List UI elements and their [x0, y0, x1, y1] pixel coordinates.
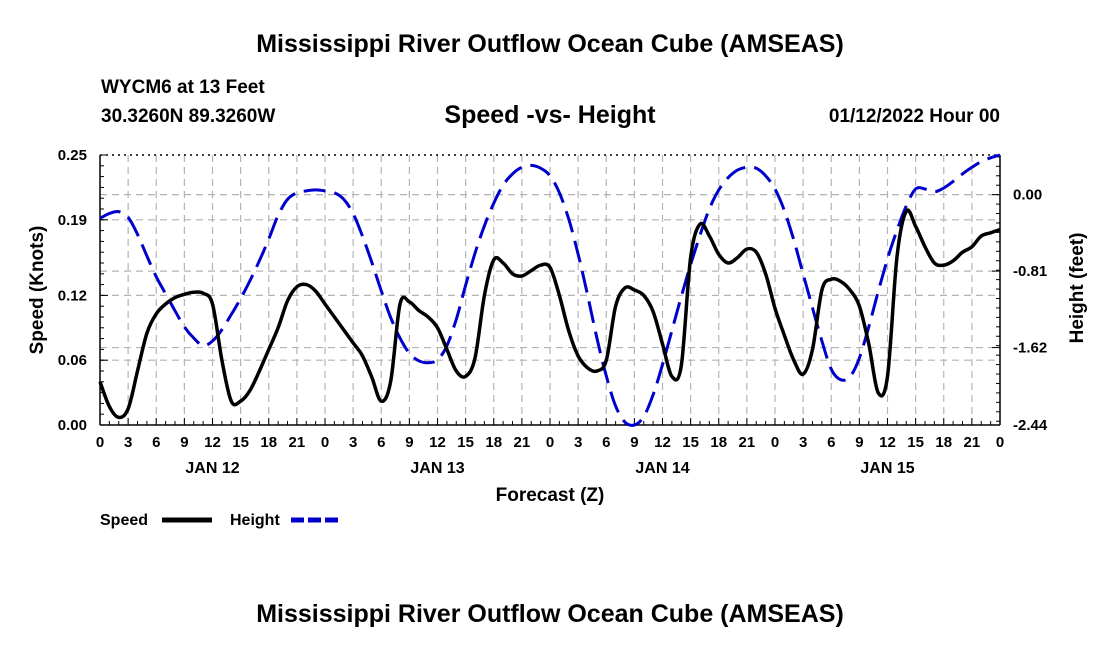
x-tick-label: 15	[682, 434, 699, 451]
x-tick-label: 0	[96, 434, 104, 451]
y-axis-label: Speed (Knots)	[27, 226, 48, 355]
y2-tick-label: -1.62	[1013, 340, 1047, 357]
x-tick-label: 15	[232, 434, 249, 451]
x-tick-label: 6	[152, 434, 160, 451]
x-tick-label: 6	[827, 434, 835, 451]
day-label: JAN 14	[635, 460, 689, 477]
x-tick-label: 0	[321, 434, 329, 451]
coordinates-label: 30.3260N 89.3260W	[101, 106, 276, 127]
legend-speed-label: Speed	[100, 512, 148, 529]
x-tick-label: 9	[180, 434, 188, 451]
x-tick-label: 12	[879, 434, 896, 451]
chart-legend: Speed Height	[100, 512, 341, 529]
chart-subtitle: Speed -vs- Height	[444, 101, 656, 129]
y2-tick-label: 0.00	[1013, 187, 1042, 204]
x-tick-label: 3	[799, 434, 807, 451]
x-tick-label: 3	[124, 434, 132, 451]
y-tick-label: 0.25	[58, 147, 87, 164]
y-tick-label: 0.19	[58, 212, 87, 229]
x-tick-label: 9	[855, 434, 863, 451]
x-tick-label: 0	[771, 434, 779, 451]
x-tick-label: 6	[377, 434, 385, 451]
x-tick-label: 3	[349, 434, 357, 451]
x-tick-label: 0	[996, 434, 1004, 451]
y-tick-label: 0.12	[58, 287, 87, 304]
speed-series-line	[98, 208, 1001, 420]
day-label: JAN 13	[410, 460, 464, 477]
station-label: WYCM6 at 13 Feet	[101, 77, 265, 98]
x-tick-label: 12	[654, 434, 671, 451]
x-tick-label: 21	[964, 434, 981, 451]
x-tick-label: 15	[457, 434, 474, 451]
x-tick-label: 0	[546, 434, 554, 451]
day-label: JAN 15	[860, 460, 914, 477]
y2-axis-label: Height (feet)	[1067, 233, 1088, 344]
chart-grid	[100, 155, 1000, 425]
x-tick-label: 18	[485, 434, 502, 451]
x-tick-label: 3	[574, 434, 582, 451]
footer-title: Mississippi River Outflow Ocean Cube (AM…	[256, 600, 844, 628]
x-tick-label: 18	[260, 434, 277, 451]
x-tick-label: 18	[935, 434, 952, 451]
height-series-line	[99, 153, 1001, 427]
x-tick-label: 12	[204, 434, 221, 451]
x-tick-label: 15	[907, 434, 924, 451]
y2-tick-label: -0.81	[1013, 263, 1047, 280]
x-tick-label: 21	[514, 434, 531, 451]
x-tick-label: 12	[429, 434, 446, 451]
day-label: JAN 12	[185, 460, 239, 477]
y-tick-label: 0.06	[58, 352, 87, 369]
legend-height-label: Height	[230, 512, 280, 529]
x-tick-label: 21	[289, 434, 306, 451]
x-tick-label: 9	[405, 434, 413, 451]
y-tick-label: 0.00	[58, 417, 87, 434]
chart-ticks: 0 3 6 9 12 15 18 21 0 3 6 9 12 15 18 21 0 3 6 9 12 15 18 21 0 3 6 9…	[58, 147, 1048, 477]
x-tick-label: 6	[602, 434, 610, 451]
speed-height-chart: 0 3 6 9 12 15 18 21 0 3 6 9 12 15 18 21 0 3 6 9 12 15 18 21 0 3 6 9…	[27, 147, 1088, 529]
chart-title: Mississippi River Outflow Ocean Cube (AM…	[256, 30, 844, 58]
x-tick-label: 9	[630, 434, 638, 451]
x-axis-label: Forecast (Z)	[496, 485, 605, 506]
x-tick-label: 18	[710, 434, 727, 451]
x-tick-label: 21	[739, 434, 756, 451]
y2-tick-label: -2.44	[1013, 417, 1048, 434]
forecast-date-label: 01/12/2022 Hour 00	[828, 106, 1000, 127]
chart-series	[98, 153, 1001, 427]
